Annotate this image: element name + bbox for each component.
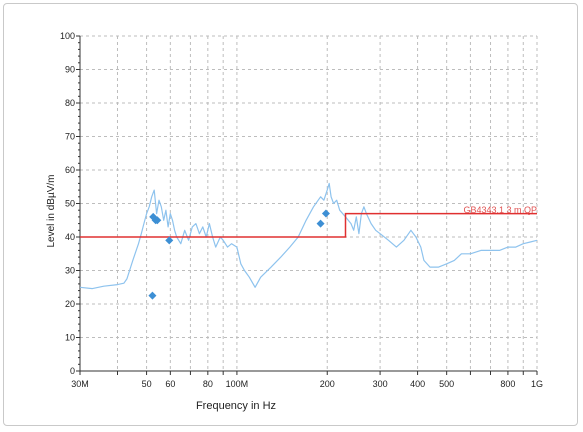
y-tick-label: 90 [65,65,75,75]
qp-marker [153,216,162,225]
qp-marker [165,236,174,245]
qp-marker [148,291,157,300]
y-tick-label: 0 [70,366,75,376]
x-tick-label: 800 [500,379,515,389]
y-tick-label: 40 [65,232,75,242]
spectrum-trace [79,182,538,290]
x-tick-label: 200 [320,379,335,389]
axes [76,35,538,375]
y-tick-label: 20 [65,299,75,309]
y-tick-label: 60 [65,165,75,175]
x-tick-labels: 30M 50 60 80 100M 200 300 400 500 800 1G [71,379,543,389]
limit-line [80,212,537,238]
grid-lines [80,35,538,371]
y-tick-label: 50 [65,199,75,209]
x-tick-label: 1G [531,379,543,389]
x-tick-label: 300 [373,379,388,389]
series-layer [79,182,538,300]
qp-marker [321,209,330,218]
x-axis-label: Frequency in Hz [196,400,276,412]
y-tick-label: 10 [65,333,75,343]
y-tick-label: 80 [65,98,75,108]
x-tick-label: 60 [165,379,175,389]
y-tick-labels: 0 10 20 30 40 50 60 70 80 90 100 [60,31,75,376]
y-axis-label: Level in dBµV/m [46,174,57,247]
x-tick-label: 50 [142,379,152,389]
y-tick-label: 70 [65,132,75,142]
x-tick-label: 100M [226,379,249,389]
x-tick-label: 30M [71,379,89,389]
limit-line-label: GB4343.1 3 m QP [463,205,537,215]
y-tick-label: 30 [65,266,75,276]
x-tick-label: 80 [203,379,213,389]
x-tick-label: 400 [410,379,425,389]
chart-frame: 0 10 20 30 40 50 60 70 80 90 100 30M 50 60 80 100M 200 3… [3,3,578,426]
qp-marker [316,219,325,228]
y-tick-label: 100 [60,31,75,41]
x-tick-label: 500 [439,379,454,389]
